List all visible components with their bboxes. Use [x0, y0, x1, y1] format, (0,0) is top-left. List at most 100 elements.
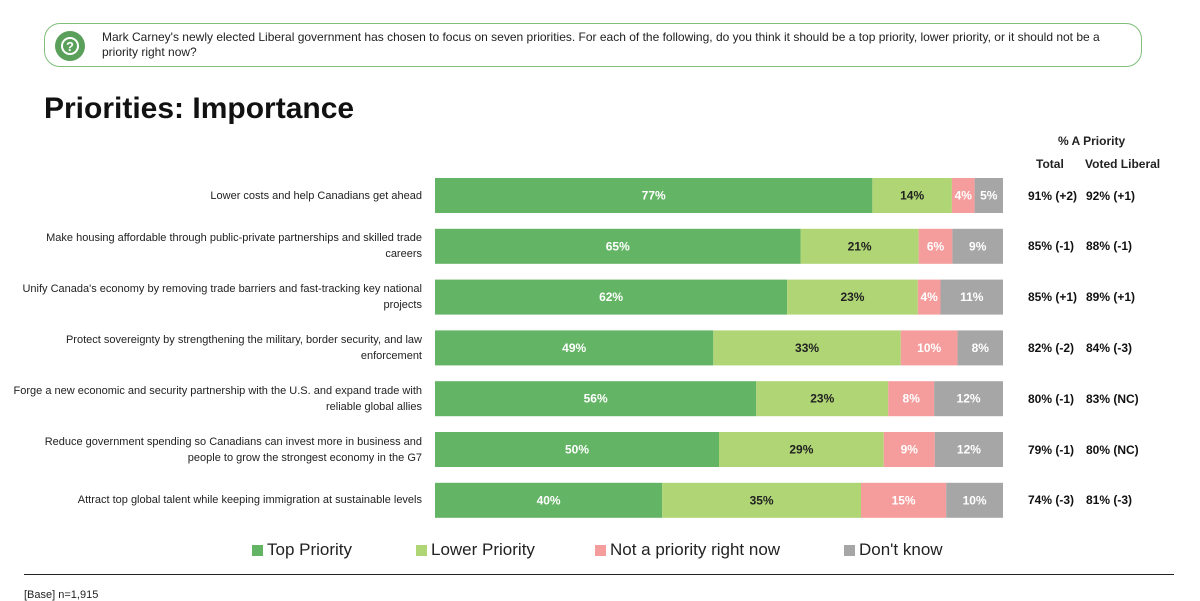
side-table-col-total: Total [1036, 157, 1064, 171]
data-label: 8% [903, 392, 921, 406]
footer-divider [24, 574, 1174, 575]
bar-segment [435, 482, 663, 518]
data-label: 23% [840, 290, 864, 304]
total-priority-value: 85% (-1) [1028, 239, 1075, 254]
legend-swatch [595, 544, 606, 556]
legend-label: Top Priority [267, 540, 353, 559]
data-label: 11% [960, 290, 984, 304]
legend-swatch [844, 544, 855, 556]
bar-segment [934, 381, 1003, 417]
chart-title: Priorities: Importance [44, 92, 355, 125]
data-label: 49% [562, 341, 586, 355]
bar-segment [435, 432, 719, 467]
bar-segment [872, 178, 952, 213]
bar-segment [888, 381, 935, 417]
total-priority-value: 85% (+1) [1028, 290, 1078, 305]
total-priority-value: 80% (-1) [1028, 391, 1075, 406]
data-label: 35% [750, 493, 774, 507]
side-table-col-voted-liberal: Voted Liberal [1085, 157, 1161, 171]
data-label: 56% [584, 392, 608, 406]
bar-segment [435, 279, 788, 315]
legend-item: Don't know [844, 540, 943, 560]
category-label: Unify Canada's economy by removing trade… [22, 283, 422, 312]
bar-segment [713, 330, 901, 366]
data-label: 10% [917, 341, 941, 355]
category-label: Reduce government spending so Canadians … [44, 435, 422, 464]
bar-segment [900, 330, 958, 366]
voted-liberal-priority-value: 84% (-3) [1086, 340, 1133, 355]
bar-segment [719, 432, 884, 467]
bar-segment [435, 228, 801, 264]
legend-item: Not a priority right now [595, 540, 780, 560]
chart-legend: Top Priority Lower Priority Not a priority… [0, 540, 1200, 560]
data-label: 4% [920, 290, 938, 304]
base-note: [Base] n=1,915 [24, 589, 99, 601]
bar-segment [662, 482, 861, 518]
data-label: 62% [599, 290, 623, 304]
bar-segment [952, 228, 1003, 264]
bar-segment [883, 432, 935, 467]
voted-liberal-priority-value: 92% (+1) [1086, 188, 1136, 203]
category-label: Lower costs and help Canadians get ahead [210, 189, 422, 202]
bar-segment [946, 482, 1003, 518]
data-label: 12% [957, 443, 981, 457]
data-label: 4% [955, 189, 973, 203]
bar-segment [951, 178, 975, 213]
data-label: 5% [980, 189, 998, 203]
voted-liberal-priority-value: 88% (-1) [1086, 239, 1133, 254]
data-label: 40% [537, 493, 561, 507]
legend-label: Don't know [859, 540, 943, 559]
bar-segment [917, 279, 941, 315]
bar-segment [957, 330, 1003, 366]
data-label: 9% [901, 443, 919, 457]
legend-swatch [416, 544, 427, 556]
data-label: 77% [642, 189, 666, 203]
data-label: 21% [848, 239, 872, 253]
bar-segment [435, 178, 873, 213]
data-label: 23% [810, 392, 834, 406]
data-label: 15% [892, 493, 916, 507]
bar-segment [940, 279, 1003, 315]
voted-liberal-priority-value: 80% (NC) [1086, 442, 1139, 457]
bar-segment [861, 482, 947, 518]
legend-swatch [252, 544, 263, 556]
voted-liberal-priority-value: 83% (NC) [1086, 391, 1139, 406]
data-label: 65% [606, 239, 630, 253]
data-label: 6% [927, 239, 945, 253]
data-label: 33% [795, 341, 819, 355]
bar-segment [934, 432, 1003, 467]
total-priority-value: 79% (-1) [1028, 442, 1075, 457]
voted-liberal-priority-value: 81% (-3) [1086, 493, 1133, 508]
data-label: 8% [972, 341, 990, 355]
legend-item: Lower Priority [416, 540, 535, 560]
category-label: Make housing affordable through public-p… [46, 232, 422, 261]
voted-liberal-priority-value: 89% (+1) [1086, 290, 1136, 305]
data-label: 12% [957, 392, 981, 406]
data-label: 14% [900, 189, 924, 203]
legend-label: Lower Priority [431, 540, 535, 559]
bar-segment [756, 381, 889, 417]
bar-segment [974, 178, 1003, 213]
category-label: Attract top global talent while keeping … [77, 494, 422, 507]
category-label: Forge a new economic and security partne… [13, 384, 422, 413]
data-label: 9% [969, 239, 987, 253]
question-box: ? Mark Carney's newly elected Liberal go… [44, 23, 1142, 67]
bar-segment [787, 279, 918, 315]
side-table-heading: % A Priority [1058, 134, 1126, 148]
question-icon: ? [55, 31, 85, 61]
data-label: 29% [789, 443, 813, 457]
data-label: 10% [963, 493, 987, 507]
total-priority-value: 91% (+2) [1028, 188, 1078, 203]
bar-segment [435, 381, 757, 417]
total-priority-value: 82% (-2) [1028, 340, 1075, 355]
legend-item: Top Priority [252, 540, 352, 560]
legend-label: Not a priority right now [610, 540, 781, 559]
bar-segment [918, 228, 953, 264]
total-priority-value: 74% (-3) [1028, 493, 1075, 508]
bar-segment [435, 330, 714, 366]
bar-segment [800, 228, 919, 264]
data-label: 50% [565, 443, 589, 457]
question-text: Mark Carney's newly elected Liberal gove… [102, 30, 1100, 59]
category-label: Protect sovereignty by strengthening the… [65, 333, 422, 362]
